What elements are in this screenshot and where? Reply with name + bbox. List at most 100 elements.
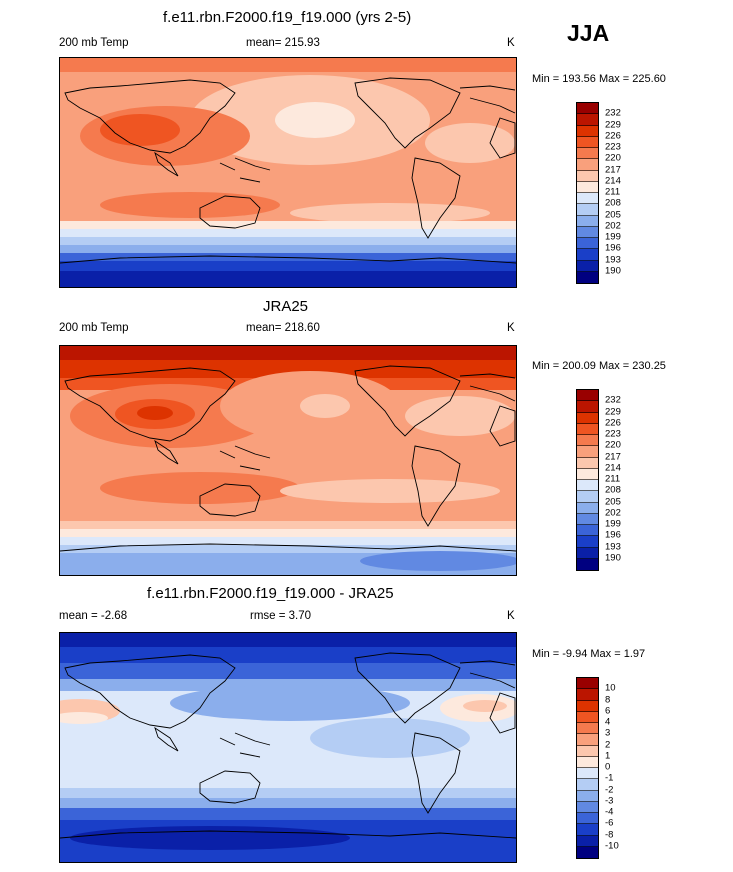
colorbar-label: 10 <box>605 682 616 694</box>
colorbar-swatch <box>577 536 598 548</box>
panel1-mean-label: mean= 215.93 <box>246 37 320 49</box>
colorbar-swatch <box>577 412 598 424</box>
colorbar-swatch <box>577 846 598 858</box>
colorbar-label: 208 <box>605 197 621 209</box>
colorbar-label: 190 <box>605 552 621 564</box>
colorbar-swatch <box>577 170 598 182</box>
colorbar-label: 196 <box>605 529 621 541</box>
colorbar-label: 190 <box>605 265 621 277</box>
panel1-variable-label: 200 mb Temp <box>59 37 129 49</box>
colorbar-swatch <box>577 745 598 757</box>
colorbar-label: -4 <box>605 806 614 818</box>
colorbar-swatch <box>577 513 598 525</box>
panel2-variable-label: 200 mb Temp <box>59 322 129 334</box>
colorbar-label: 202 <box>605 220 621 232</box>
colorbar-label: 205 <box>605 496 621 507</box>
colorbar-swatch <box>577 159 598 171</box>
panel1-minmax: Min = 193.56 Max = 225.60 <box>532 73 666 85</box>
colorbar-label: 226 <box>605 417 621 429</box>
colorbar-label: 0 <box>605 761 611 773</box>
panel2-minmax: Min = 200.09 Max = 230.25 <box>532 360 666 372</box>
panel3-minmax: Min = -9.94 Max = 1.97 <box>532 648 646 660</box>
panel1-title: f.e11.rbn.F2000.f19_f19.000 (yrs 2-5) <box>163 9 412 26</box>
colorbar-label: 223 <box>605 141 621 153</box>
colorbar-swatch <box>577 711 598 723</box>
colorbar-swatch <box>577 734 598 746</box>
colorbar-label: 202 <box>605 507 621 519</box>
colorbar-label: -2 <box>605 784 614 795</box>
colorbar-swatch <box>577 835 598 847</box>
colorbar-swatch <box>577 204 598 216</box>
colorbar-swatch <box>577 779 598 791</box>
colorbar-label: 214 <box>605 462 621 474</box>
colorbar-swatch <box>577 446 598 458</box>
colorbar-label: 193 <box>605 541 621 552</box>
panel3-units-label: K <box>507 610 515 622</box>
colorbar-swatch <box>577 390 598 402</box>
panel3-rmse-label: rmse = 3.70 <box>250 610 312 622</box>
colorbar-swatch <box>577 824 598 836</box>
colorbar-swatch <box>577 689 598 701</box>
colorbar-label: 220 <box>605 152 621 164</box>
colorbar-label: 4 <box>605 716 611 728</box>
colorbar-label: 223 <box>605 428 621 440</box>
colorbar-label: 8 <box>605 694 611 705</box>
colorbar-label: 211 <box>605 186 621 198</box>
panel3-difference-field <box>60 633 516 862</box>
panel2-mean-label: mean= 218.60 <box>246 322 320 334</box>
colorbar-label: 229 <box>605 406 621 417</box>
colorbar-swatch <box>577 435 598 447</box>
colorbar-swatch <box>577 801 598 813</box>
colorbar-swatch <box>577 136 598 148</box>
colorbar-label: -8 <box>605 829 614 840</box>
colorbar-label: 217 <box>605 451 621 462</box>
panel1-units-label: K <box>507 37 515 49</box>
colorbar-label: 226 <box>605 130 621 142</box>
colorbar-label: 232 <box>605 107 621 119</box>
colorbar-swatch <box>577 181 598 193</box>
panel2-map <box>59 345 517 576</box>
colorbar-label: 211 <box>605 473 621 485</box>
panel3-map <box>59 632 517 863</box>
colorbar-swatch <box>577 502 598 514</box>
colorbar-swatch <box>577 525 598 537</box>
colorbar-swatch <box>577 226 598 238</box>
panel3-mean-label: mean = -2.68 <box>59 610 128 622</box>
colorbar-swatch <box>577 768 598 780</box>
panel3-colorbar <box>576 677 599 859</box>
colorbar-swatch <box>577 401 598 413</box>
colorbar-swatch <box>577 238 598 250</box>
colorbar-label: -3 <box>605 795 614 807</box>
panel2-colorbar <box>576 389 599 571</box>
colorbar-label: 229 <box>605 119 621 130</box>
panel3-title: f.e11.rbn.F2000.f19_f19.000 - JRA25 <box>147 585 394 602</box>
colorbar-label: 2 <box>605 739 611 750</box>
colorbar-swatch <box>577 260 598 272</box>
colorbar-label: 199 <box>605 231 621 243</box>
colorbar-swatch <box>577 790 598 802</box>
panel1-map <box>59 57 517 288</box>
colorbar-label: 3 <box>605 727 611 739</box>
colorbar-label: 196 <box>605 242 621 254</box>
colorbar-label: 232 <box>605 394 621 406</box>
panel1-temperature-field <box>60 58 516 287</box>
colorbar-label: 208 <box>605 484 621 496</box>
colorbar-swatch <box>577 423 598 435</box>
colorbar-label: 205 <box>605 209 621 220</box>
colorbar-swatch <box>577 193 598 205</box>
colorbar-swatch <box>577 468 598 480</box>
colorbar-label: 214 <box>605 175 621 187</box>
panel2-title: JRA25 <box>263 298 309 315</box>
colorbar-swatch <box>577 114 598 126</box>
colorbar-label: -1 <box>605 772 614 784</box>
colorbar-swatch <box>577 813 598 825</box>
season-label: JJA <box>567 20 610 46</box>
colorbar-label: 193 <box>605 254 621 265</box>
colorbar-swatch <box>577 547 598 559</box>
colorbar-label: 6 <box>605 705 611 717</box>
colorbar-swatch <box>577 215 598 227</box>
colorbar-swatch <box>577 148 598 160</box>
colorbar-swatch <box>577 678 598 690</box>
colorbar-swatch <box>577 249 598 261</box>
colorbar-swatch <box>577 103 598 115</box>
